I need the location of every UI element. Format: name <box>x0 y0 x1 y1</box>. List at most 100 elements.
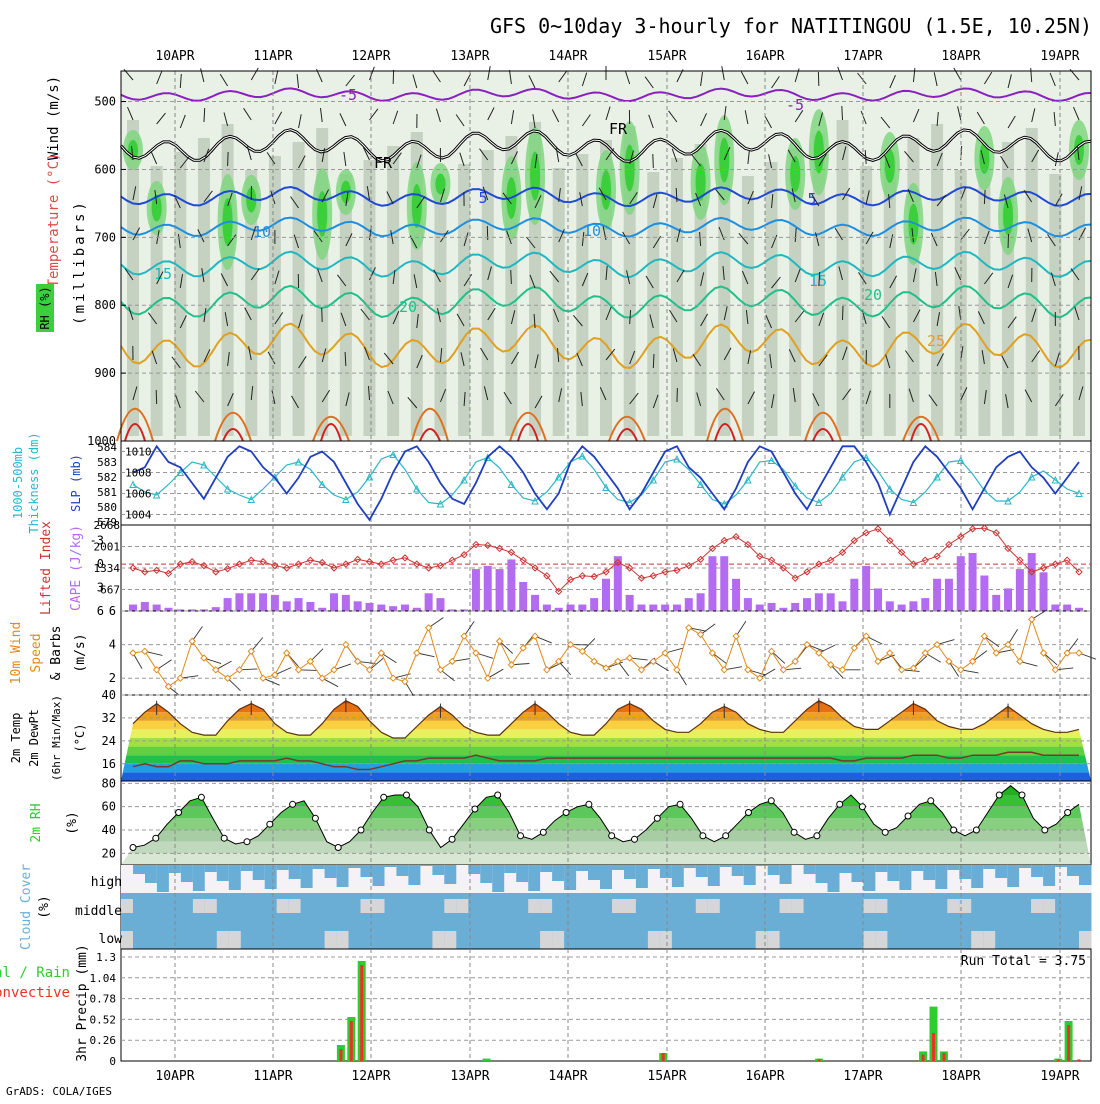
cloud-mid-11 <box>253 893 266 921</box>
cloud-low-grey-72 <box>983 931 996 949</box>
cloud-high-53 <box>756 865 769 866</box>
rh2m-label-2: (%) <box>65 811 80 834</box>
temp-band-2 <box>121 755 1091 764</box>
cloud-mid-17 <box>325 893 338 921</box>
cape-bar-79 <box>1063 605 1071 611</box>
rh2m-tick-40: 40 <box>102 823 116 837</box>
cloud-mid-58 <box>816 893 829 921</box>
cloud-low-78 <box>1055 921 1068 949</box>
cloud-high-47 <box>684 865 697 868</box>
cloud-high-bg-16 <box>313 865 326 893</box>
cloud-mid-31 <box>492 893 505 921</box>
cloud-cells <box>121 865 1092 949</box>
cloud-high-50 <box>720 865 733 867</box>
contour-label-4: 5 <box>478 189 487 207</box>
barb-8-2 <box>228 152 229 166</box>
cloud-low-34 <box>528 921 541 949</box>
li-tick-6: 6 <box>97 604 104 618</box>
cloud-high-bg-75 <box>1019 865 1032 893</box>
cloud-level-high: high <box>91 875 122 890</box>
cloud-mid-51 <box>732 893 745 921</box>
rh2m-label-1: 2m RH <box>29 803 44 842</box>
rh-marker-78 <box>1019 792 1025 798</box>
cloud-high-79 <box>1067 865 1080 876</box>
cloud-high-34 <box>528 865 541 891</box>
rh-green-core-58 <box>814 131 824 174</box>
cloud-mid-65 <box>899 893 912 921</box>
cloud-low-40 <box>600 921 613 949</box>
rh2m-tick-60: 60 <box>102 800 116 814</box>
contour-label-9: 15 <box>809 272 827 290</box>
cloud-low-10 <box>241 921 254 949</box>
cloud-mid-grey-42 <box>624 899 637 913</box>
cloud-high-22 <box>385 865 398 867</box>
cape-bar-43 <box>637 605 645 611</box>
rh-marker-52 <box>723 833 729 839</box>
rh-marker-8 <box>221 835 227 841</box>
cloud-mid-grey-27 <box>444 899 457 913</box>
cloud-low-16 <box>313 921 326 949</box>
grey-shade-col-8 <box>222 124 234 436</box>
cape-bar-52 <box>744 598 752 611</box>
thickness-tick-582: 582 <box>97 471 117 484</box>
cloud-low-61 <box>852 921 865 949</box>
cloud-mid-22 <box>385 893 398 921</box>
precip-tick-0.26: 0.26 <box>90 1034 117 1047</box>
upper-label-rh: RH (%) <box>38 286 52 329</box>
cloud-high-46 <box>672 865 685 887</box>
temp-band-0 <box>121 772 1091 781</box>
cape-tick-2001: 2001 <box>94 541 121 554</box>
cloud-high-12 <box>265 865 278 889</box>
rh-marker-54 <box>746 810 752 816</box>
top-date-13APR: 13APR <box>450 49 489 64</box>
cloud-high-15 <box>301 865 314 888</box>
temp2m-label-2: 2m DewPt <box>27 709 41 767</box>
cloud-low-57 <box>804 921 817 949</box>
temp2m-label-1: 2m Temp <box>9 713 23 764</box>
cape-bar-40 <box>602 579 610 611</box>
cloud-mid-45 <box>660 893 673 921</box>
cape-bar-0 <box>129 605 137 611</box>
cloud-low-64 <box>887 921 900 949</box>
cape-bar-47 <box>685 598 693 611</box>
cloud-high-42 <box>624 865 637 879</box>
cape-bar-58 <box>815 593 823 611</box>
cloud-mid-53 <box>756 893 769 921</box>
cloud-mid-grey-13 <box>277 899 290 913</box>
cloud-high-43 <box>636 865 649 888</box>
cloud-low-50 <box>720 921 733 949</box>
cloud-high-26 <box>432 865 445 875</box>
rh-marker-12 <box>267 821 273 827</box>
cloud-low-1 <box>133 921 146 949</box>
rh-marker-34 <box>518 833 524 839</box>
rh-marker-20 <box>358 827 364 833</box>
temp2m-label-3: (6hr Min/Max) <box>50 695 63 781</box>
cloud-mid-12 <box>265 893 278 921</box>
cloud-low-grey-54 <box>768 931 781 949</box>
cape-bar-50 <box>720 556 728 611</box>
temp2m-tick-40: 40 <box>102 688 116 702</box>
rh-marker-80 <box>1042 827 1048 833</box>
rh-marker-76 <box>996 792 1002 798</box>
cloud-mid-3 <box>157 893 170 921</box>
cloud-high-bg-28 <box>456 865 469 893</box>
cloud-mid-25 <box>420 893 433 921</box>
grey-shade-col-6 <box>198 138 210 436</box>
cloud-high-33 <box>516 865 529 882</box>
cloud-low-grey-63 <box>875 931 888 949</box>
cloud-mid-grey-28 <box>456 899 469 913</box>
cloud-mid-54 <box>768 893 781 921</box>
cloud-high-bg-44 <box>648 865 661 893</box>
cape-bar-71 <box>969 553 977 611</box>
cloud-high-32 <box>504 865 517 873</box>
cloud-high-36 <box>552 865 565 881</box>
cape-bar-18 <box>342 595 350 611</box>
contour-label-6: 10 <box>253 223 271 241</box>
temp2m-tick-16: 16 <box>102 757 116 771</box>
cloud-mid-grey-7 <box>205 899 218 913</box>
cloud-high-bg-78 <box>1055 865 1068 893</box>
cape-bar-66 <box>909 601 917 611</box>
